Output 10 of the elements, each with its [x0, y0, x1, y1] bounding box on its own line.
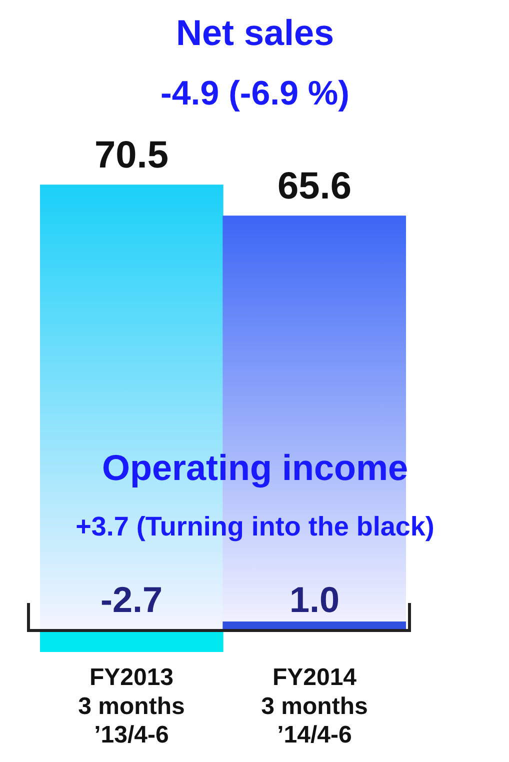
data-label: 65.6 [278, 165, 352, 208]
x-tick-label: FY2014 3 months ’14/4-6 [261, 664, 368, 749]
data-label: 70.5 [94, 134, 168, 176]
x-tick-label: FY2013 3 months ’13/4-6 [78, 664, 185, 749]
chart-title: Net sales [176, 12, 334, 53]
chart-title: Operating income [102, 446, 408, 488]
data-label: -2.7 [100, 578, 163, 620]
chart-subtitle: -4.9 (-6.9 %) [160, 74, 350, 112]
data-label: 1.0 [289, 578, 340, 620]
chart-subtitle: +3.7 (Turning into the black) [76, 511, 434, 542]
